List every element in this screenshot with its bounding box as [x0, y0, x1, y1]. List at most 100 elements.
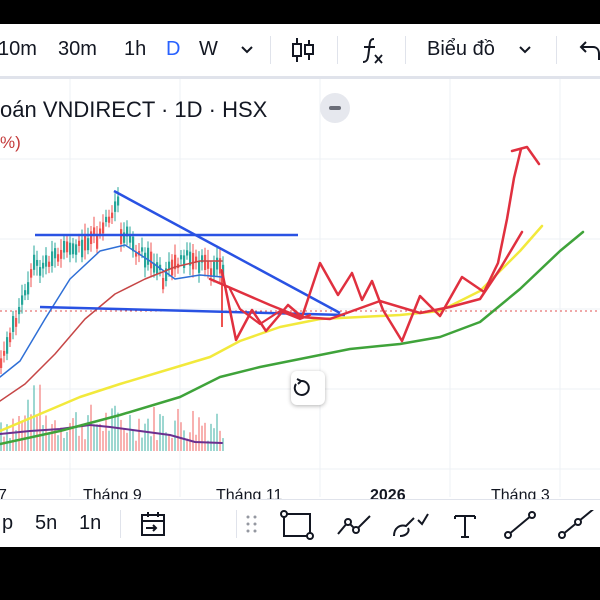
volume-bar	[135, 440, 137, 451]
bottom-separator	[120, 510, 121, 538]
collapse-legend-button[interactable]	[320, 93, 350, 123]
volume-bar	[93, 424, 95, 451]
projection-path	[220, 147, 523, 343]
text-icon[interactable]	[451, 510, 479, 545]
symbol-title[interactable]: oán VNDIRECT · 1D · HSX	[0, 97, 268, 122]
toolbar-separator	[405, 36, 406, 64]
volume-bar	[165, 432, 167, 451]
candle-body	[195, 256, 198, 263]
ray-icon[interactable]	[556, 506, 597, 545]
rectangle-icon[interactable]	[280, 510, 314, 545]
volume-bar	[99, 423, 101, 451]
interval-w[interactable]: W	[199, 38, 218, 60]
volume-bar	[69, 423, 71, 451]
candle-body	[141, 247, 144, 252]
volume-bar	[177, 408, 179, 451]
volume-bar	[6, 424, 8, 451]
volume-bar	[192, 410, 194, 451]
candle-body	[168, 261, 171, 269]
bottom-separator	[236, 510, 237, 538]
volume-bars	[0, 384, 224, 451]
range-5n-button[interactable]: 5n	[35, 512, 58, 534]
candle-body	[114, 201, 117, 212]
undo-icon[interactable]	[578, 38, 600, 67]
volume-bar	[42, 425, 44, 451]
candle-body	[3, 350, 6, 356]
candle-body	[57, 254, 60, 262]
path-icon[interactable]	[334, 510, 374, 545]
volume-bar	[219, 430, 221, 451]
volume-bar	[156, 440, 158, 451]
price-chart[interactable]	[0, 79, 600, 497]
candle-body	[210, 268, 213, 277]
candle-body	[63, 240, 66, 253]
drag-handle-icon[interactable]	[245, 514, 259, 539]
change-percent: %)	[0, 133, 21, 152]
volume-bar	[78, 435, 80, 451]
volume-bar	[126, 432, 128, 451]
volume-bar	[60, 427, 62, 451]
candlestick-icon[interactable]	[290, 36, 316, 69]
candle-body	[204, 254, 207, 270]
range-button[interactable]: p	[2, 512, 14, 534]
reset-chart-button[interactable]	[291, 371, 325, 405]
volume-bar	[48, 434, 50, 451]
candle-body	[147, 247, 150, 265]
candle-body	[192, 253, 195, 270]
volume-bar	[84, 439, 86, 451]
candle-body	[189, 251, 192, 266]
volume-bar	[21, 422, 23, 451]
volume-bar	[141, 437, 143, 451]
candle-body	[45, 255, 48, 267]
candle-body	[207, 260, 210, 269]
projection-path-alt	[208, 230, 524, 321]
interval-10m[interactable]: 10m	[0, 38, 37, 60]
volume-bar	[210, 423, 212, 451]
candle-body	[66, 241, 69, 253]
time-label: 7	[0, 487, 7, 504]
candle-body	[96, 235, 99, 249]
volume-bar	[27, 399, 29, 451]
candle-body	[117, 196, 120, 206]
volume-bar	[30, 414, 32, 451]
line-icon[interactable]	[502, 510, 538, 545]
candle-body	[54, 248, 57, 259]
range-1n-button[interactable]: 1n	[79, 512, 102, 534]
candle-body	[30, 269, 33, 278]
candle-body	[75, 244, 78, 255]
candle-body	[90, 231, 93, 244]
drawings	[35, 145, 541, 343]
candle-body	[201, 255, 204, 263]
chevron-down-icon[interactable]	[239, 42, 255, 63]
interval-30m[interactable]: 30m	[58, 38, 97, 60]
volume-bar	[36, 416, 38, 451]
candle-body	[0, 358, 3, 368]
calendar-arrow-icon[interactable]	[139, 510, 167, 543]
fx-icon[interactable]	[360, 36, 386, 71]
candle-body	[105, 216, 108, 223]
chevron-down-icon[interactable]	[517, 42, 533, 63]
layout-dropdown[interactable]: Biểu đồ	[427, 38, 495, 60]
interval-d[interactable]: D	[166, 38, 181, 60]
chart-pane[interactable]: oán VNDIRECT · 1D · HSX %)	[0, 79, 600, 497]
toolbar-divider	[0, 76, 600, 79]
volume-bar	[72, 418, 74, 451]
volume-bar	[168, 434, 170, 451]
candle-body	[12, 316, 15, 332]
candle-body	[51, 251, 54, 266]
candle-body	[123, 232, 126, 243]
bottom-toolbar: p 5n 1n	[0, 499, 600, 547]
candle-body	[24, 290, 27, 296]
candle-body	[78, 240, 81, 246]
candle-body	[72, 243, 75, 255]
volume-bar	[75, 412, 77, 451]
brush-icon[interactable]	[390, 510, 430, 545]
candle-body	[219, 258, 222, 274]
toolbar-separator	[556, 36, 557, 64]
volume-bar	[39, 384, 41, 451]
interval-1h[interactable]: 1h	[124, 38, 147, 60]
ma-red-line	[0, 260, 223, 402]
top-toolbar: 10m 30m 1h D W Biểu đồ	[0, 24, 600, 76]
candle-body	[135, 252, 138, 257]
volume-bar	[213, 428, 215, 451]
